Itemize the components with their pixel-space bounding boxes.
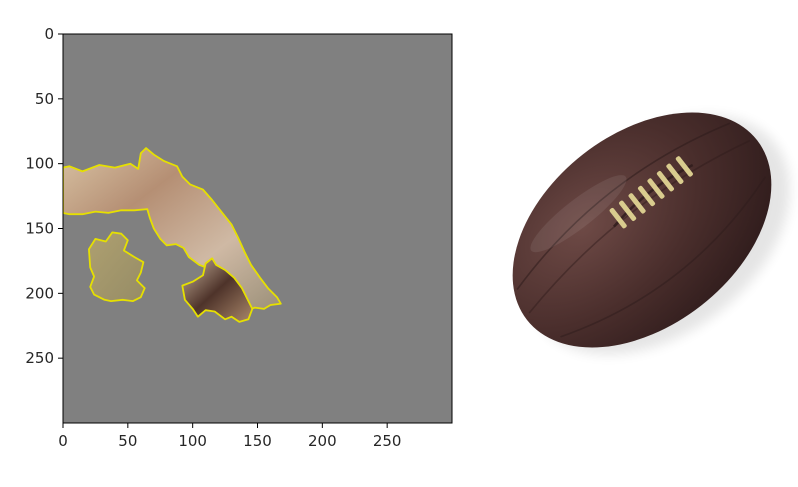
lace-stitch [666, 163, 684, 185]
lace-stitch [609, 207, 627, 229]
masked-image-axes: 0 50 100 150 200 250 0 50 100 150 200 250 [25, 25, 453, 450]
mask-region-3 [181, 257, 254, 323]
y-tick-label: 100 [25, 155, 54, 173]
lace-stitch [647, 178, 665, 199]
lace-stitch [675, 156, 693, 177]
ball-seam-top [516, 122, 731, 290]
y-tick-label: 150 [25, 220, 54, 238]
lace-stitch [656, 171, 674, 192]
ball-gloss [530, 175, 627, 253]
lace-stitch [637, 185, 656, 207]
x-tick-label: 100 [178, 432, 207, 450]
ball-lacing [609, 156, 694, 229]
lace-stitch [619, 200, 637, 221]
x-tick-label: 250 [373, 432, 402, 450]
x-tick-label: 0 [58, 432, 68, 450]
y-tick-label: 0 [44, 25, 54, 43]
y-tick-label: 50 [35, 90, 54, 108]
plot-background [63, 34, 452, 423]
mask-regions [63, 147, 282, 323]
y-axis-ticks: 0 50 100 150 200 250 [25, 25, 63, 367]
mask-region-2 [88, 231, 146, 303]
x-axis-ticks: 0 50 100 150 200 250 [58, 423, 401, 450]
y-tick-label: 200 [25, 284, 54, 302]
y-tick-label: 250 [25, 349, 54, 367]
x-tick-label: 150 [243, 432, 272, 450]
rugby-ball-image [512, 112, 790, 355]
ball-seam-bottom [560, 176, 767, 338]
lace-stitch [628, 193, 646, 214]
x-tick-label: 200 [308, 432, 337, 450]
x-tick-label: 50 [118, 432, 137, 450]
rugby-ball [512, 112, 772, 348]
